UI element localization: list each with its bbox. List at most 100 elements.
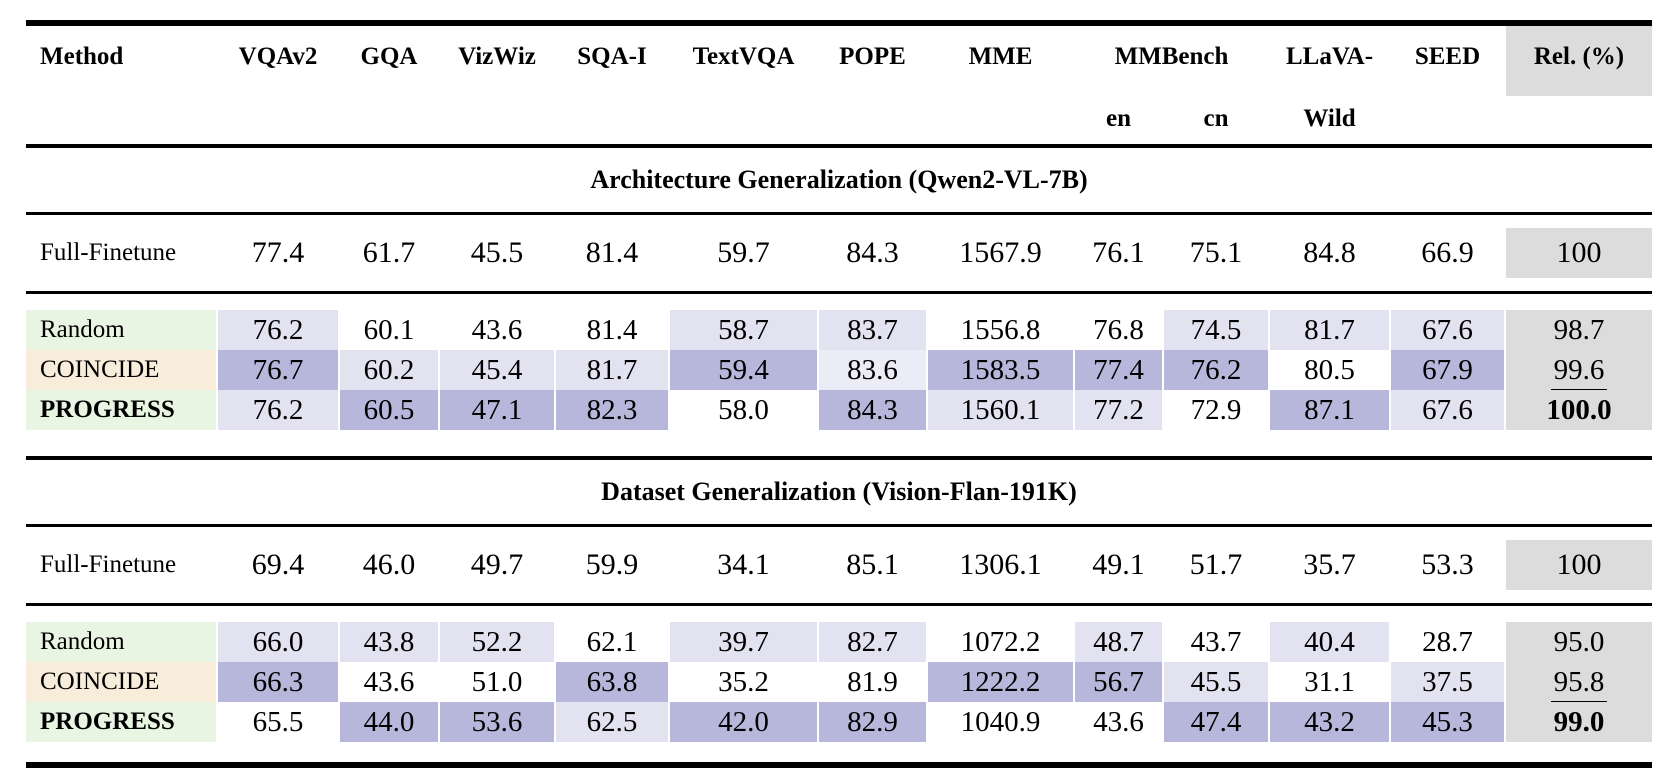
method-label: Full-Finetune xyxy=(40,239,177,266)
spacer-row xyxy=(26,742,1652,762)
score-cell: 81.7 xyxy=(1270,310,1389,350)
score-cell: 51.0 xyxy=(471,665,523,698)
score-cell: 43.2 xyxy=(1270,702,1389,742)
column-header-mme: MME xyxy=(968,43,1033,70)
rule-row xyxy=(26,456,1652,460)
score-cell: 43.7 xyxy=(1190,625,1242,658)
score-cell: 47.1 xyxy=(440,390,554,430)
score-cell: 60.1 xyxy=(363,313,415,346)
score-cell: 28.7 xyxy=(1422,625,1473,658)
score-cell: 58.0 xyxy=(718,393,769,426)
section-title-row: Dataset Generalization (Vision-Flan-191K… xyxy=(26,460,1652,524)
method-row-random-dataset: Random 66.0 43.8 52.2 62.1 39.7 82.7 1072.2 48.7… xyxy=(26,622,1652,662)
method-row-random-architecture: Random 76.2 60.1 43.6 81.4 58.7 83.7 1556.8 76.8… xyxy=(26,310,1652,350)
score-cell: 66.9 xyxy=(1421,236,1474,269)
top-rule xyxy=(26,20,1652,26)
column-header-llava-wild: LLaVA- xyxy=(1285,43,1374,70)
rel-score-box: 100 xyxy=(1506,540,1652,590)
score-cell: 45.5 xyxy=(470,236,524,269)
score-cell: 49.1 xyxy=(1092,548,1145,581)
score-cell: 47.4 xyxy=(1164,702,1268,742)
top-rule-row xyxy=(26,20,1652,26)
score-cell: 58.7 xyxy=(670,310,817,350)
score-cell: 61.7 xyxy=(362,236,416,269)
score-cell: 60.5 xyxy=(340,390,438,430)
method-label: Full-Finetune xyxy=(40,551,177,578)
column-subheader-llava-wild: Wild xyxy=(1303,105,1356,132)
rel-score-value: 98.7 xyxy=(1553,313,1605,346)
section-title-architecture: Architecture Generalization (Qwen2-VL-7B… xyxy=(590,165,1088,194)
score-cell: 1567.9 xyxy=(959,236,1042,269)
score-cell: 62.5 xyxy=(556,702,668,742)
rel-score-value: 95.0 xyxy=(1553,625,1605,658)
score-cell: 62.1 xyxy=(586,625,638,658)
column-header-rel: Rel. (%) xyxy=(1506,26,1652,96)
relative-score-cell: 98.7 xyxy=(1506,310,1652,350)
score-cell: 85.1 xyxy=(846,548,899,581)
column-header-method: Method xyxy=(40,43,124,70)
section-divider-rule xyxy=(26,456,1652,460)
score-cell: 84.3 xyxy=(819,390,926,430)
score-cell: 76.1 xyxy=(1092,236,1145,269)
spacer-row xyxy=(26,294,1652,310)
score-cell: 76.2 xyxy=(218,310,338,350)
score-cell: 59.9 xyxy=(585,548,639,581)
section-title-dataset: Dataset Generalization (Vision-Flan-191K… xyxy=(601,477,1077,506)
method-label: COINCIDE xyxy=(26,662,216,702)
table-subheader-row: en cn Wild xyxy=(26,96,1652,144)
column-subheader-mmbench-cn: cn xyxy=(1203,105,1229,132)
column-header-vizwiz: VizWiz xyxy=(458,43,536,70)
column-header-mmbench: MMBench xyxy=(1114,43,1229,70)
score-cell: 84.3 xyxy=(846,236,899,269)
table-header-row: Method VQAv2 GQA VizWiz SQA-I TextVQA PO… xyxy=(26,26,1652,96)
score-cell: 35.2 xyxy=(718,665,769,698)
score-cell: 67.9 xyxy=(1391,350,1504,390)
benchmark-results-table: Method VQAv2 GQA VizWiz SQA-I TextVQA PO… xyxy=(24,20,1654,768)
method-row-progress-architecture: PROGRESS 76.2 60.5 47.1 82.3 58.0 84.3 1560.1 77… xyxy=(26,390,1652,430)
bottom-rule-row xyxy=(26,762,1652,768)
rule-row xyxy=(26,524,1652,527)
rule-row xyxy=(26,144,1652,148)
score-cell: 63.8 xyxy=(556,662,668,702)
method-row-coincide-architecture: COINCIDE 76.7 60.2 45.4 81.7 59.4 83.6 1583.5 77… xyxy=(26,350,1652,390)
score-cell: 51.7 xyxy=(1189,548,1243,581)
score-cell: 67.6 xyxy=(1391,390,1504,430)
score-cell: 66.3 xyxy=(218,662,338,702)
score-cell: 76.7 xyxy=(218,350,338,390)
relative-score-cell: 95.8 xyxy=(1506,662,1652,702)
score-cell: 56.7 xyxy=(1075,662,1162,702)
score-cell: 43.6 xyxy=(363,665,415,698)
method-label: PROGRESS xyxy=(26,390,216,430)
score-cell: 81.4 xyxy=(585,236,639,269)
method-label: Random xyxy=(26,622,216,662)
score-cell: 45.4 xyxy=(440,350,554,390)
rule-row xyxy=(26,603,1652,606)
score-cell: 43.6 xyxy=(1093,705,1144,738)
rule-row xyxy=(26,291,1652,294)
column-header-seed: SEED xyxy=(1414,43,1481,70)
score-cell: 72.9 xyxy=(1190,393,1242,426)
score-cell: 77.4 xyxy=(251,236,305,269)
column-header-pope: POPE xyxy=(839,43,906,70)
subheader-rel-spacer xyxy=(1506,96,1652,144)
score-cell: 76.2 xyxy=(1164,350,1268,390)
column-header-vqav2: VQAv2 xyxy=(238,43,318,70)
score-cell: 1583.5 xyxy=(928,350,1073,390)
method-label: Random xyxy=(26,310,216,350)
score-cell: 46.0 xyxy=(362,548,416,581)
relative-score-cell: 100 xyxy=(1506,215,1652,291)
score-cell: 76.2 xyxy=(218,390,338,430)
spacer-row xyxy=(26,430,1652,456)
score-cell: 81.7 xyxy=(556,350,668,390)
score-cell: 1222.2 xyxy=(928,662,1073,702)
score-cell: 49.7 xyxy=(470,548,524,581)
score-cell: 45.3 xyxy=(1391,702,1504,742)
rel-score-value: 95.8 xyxy=(1550,665,1608,702)
score-cell: 1072.2 xyxy=(960,625,1041,658)
score-cell: 81.4 xyxy=(586,313,638,346)
score-cell: 45.5 xyxy=(1164,662,1268,702)
baseline-row-dataset: Full-Finetune 69.4 46.0 49.7 59.9 34.1 85.1 130… xyxy=(26,527,1652,603)
column-header-gqa: GQA xyxy=(360,43,418,70)
method-label: PROGRESS xyxy=(26,702,216,742)
